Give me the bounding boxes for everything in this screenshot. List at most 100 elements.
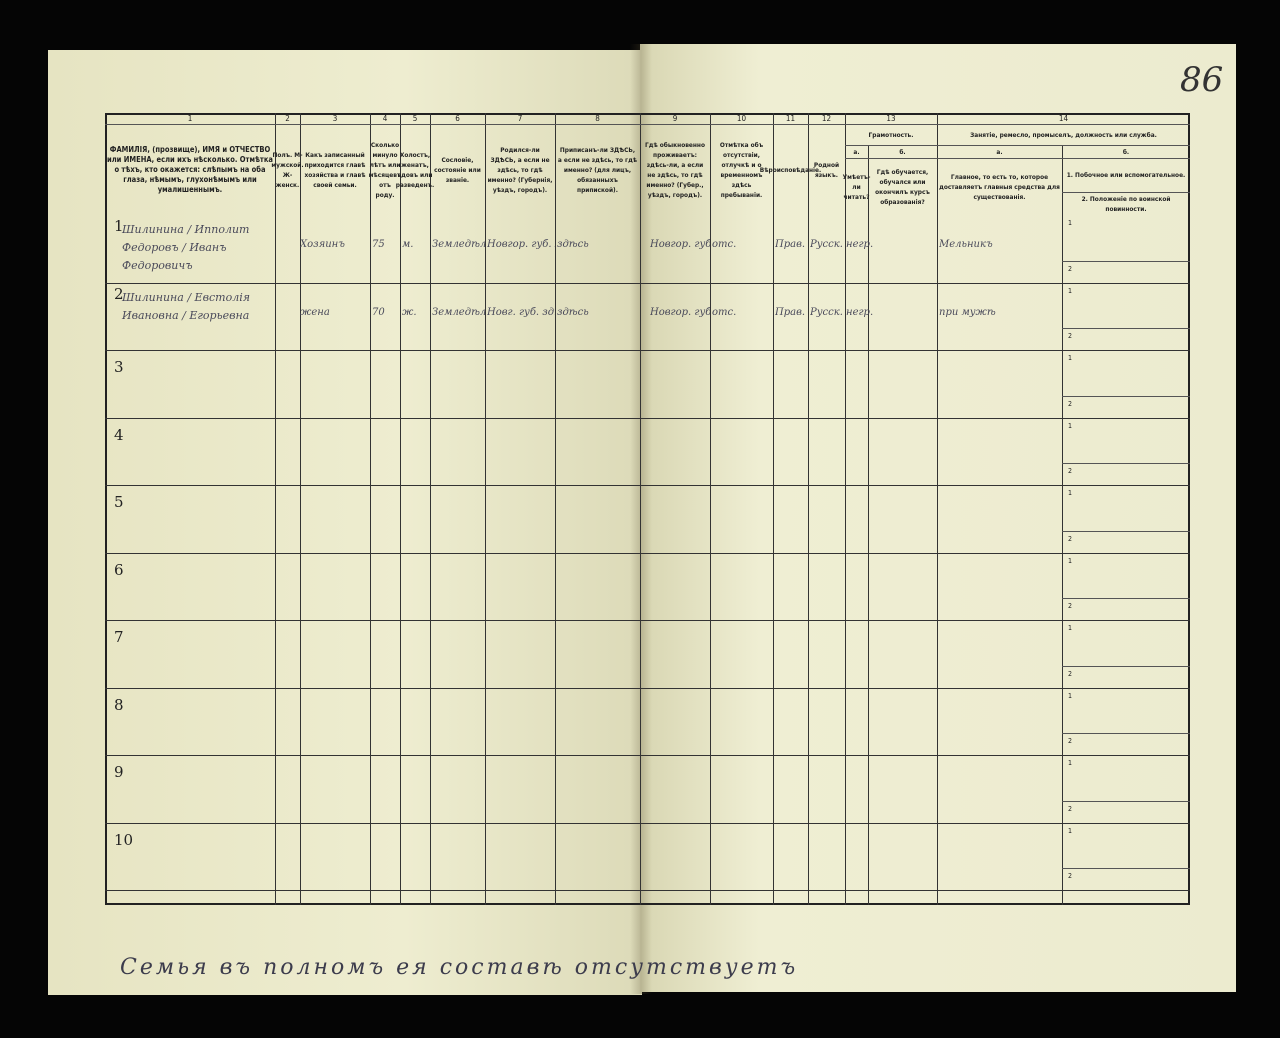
row-divider xyxy=(105,417,1190,419)
column-divider xyxy=(937,113,938,905)
subrow-label: 1 xyxy=(1068,556,1073,565)
column-number: 3 xyxy=(332,114,338,123)
column-divider xyxy=(868,145,869,905)
header-c6: Сословіе, состояніе или званіе. xyxy=(434,156,481,184)
subrow-label: 2 xyxy=(1068,467,1073,476)
subrow-divider xyxy=(1062,530,1190,532)
entry-absence: отс. xyxy=(712,306,737,318)
table-frame xyxy=(105,113,1190,905)
row-number: 10 xyxy=(114,830,134,849)
header-c5: Холостъ, женатъ, вдовъ или разведенъ. xyxy=(395,151,435,189)
header-c14a_label: а. xyxy=(996,147,1003,156)
subrow-label: 2 xyxy=(1068,399,1073,408)
entry-registered: здѣсь xyxy=(557,239,589,250)
subrow-label: 1 xyxy=(1068,489,1073,497)
entry-estate: Земледѣл. xyxy=(432,306,485,318)
subheader-divider xyxy=(845,145,1190,146)
header-c3: Какъ записанный приходится главѣ хозяйст… xyxy=(304,151,366,189)
entry-resides: Новгор. губ. Новорж. у. xyxy=(650,306,710,318)
subrow-label: 2 xyxy=(1068,264,1073,273)
header-c13: Грамотность. xyxy=(868,131,914,139)
subrow-divider xyxy=(1062,260,1190,262)
entry-born: Новгор. губ. Новорж. у. xyxy=(487,239,555,250)
entry-sex: ж. xyxy=(402,306,417,318)
header-c14: Занятіе, ремесло, промыселъ, должность и… xyxy=(970,131,1157,139)
header-c13a_label: а. xyxy=(853,147,860,156)
subrow-divider xyxy=(1062,395,1190,397)
subrow-label: 1 xyxy=(1068,286,1073,295)
column-number: 6 xyxy=(455,114,460,123)
header-c14a: Главное, то есть то, которое доставляетъ… xyxy=(939,172,1060,201)
subrow-label: 1 xyxy=(1068,691,1073,700)
header-c13b_label: б. xyxy=(899,147,906,156)
entry-age: 70 xyxy=(372,306,385,318)
subrow-label: 2 xyxy=(1068,737,1073,746)
subrow-label: 2 xyxy=(1068,669,1073,678)
entry-literacy: негр. xyxy=(846,306,874,318)
column-number: 9 xyxy=(672,114,678,123)
column-divider xyxy=(275,113,276,905)
column-number: 13 xyxy=(886,114,896,123)
entry-relation: Хозяинъ xyxy=(300,239,345,250)
column-divider xyxy=(400,113,401,905)
header-c11: Вѣроисповѣданіе. xyxy=(759,166,822,174)
subrow-label: 1 xyxy=(1068,354,1073,362)
row-number: 3 xyxy=(114,358,124,376)
footer-note: Семья въ полномъ ея составѣ отсутствуетъ xyxy=(120,955,799,980)
row-number: 2 xyxy=(114,284,124,303)
entry-religion: Прав. xyxy=(775,239,806,250)
row-number: 5 xyxy=(114,493,124,511)
subrow-label: 2 xyxy=(1068,804,1073,813)
subrow-label: 2 xyxy=(1068,602,1073,611)
column-divider xyxy=(370,113,371,905)
header-c14b1: 1. Побочное или вспомогательное. xyxy=(1066,171,1186,179)
column-number: 5 xyxy=(412,114,418,123)
header-c7: Родился-ли ЗДѢСЬ, а если не здѣсь, то гд… xyxy=(487,146,553,194)
column-divider xyxy=(640,113,641,905)
subrow-label: 2 xyxy=(1068,872,1073,881)
subrow-divider xyxy=(1062,598,1190,600)
header-c13a: Умѣетъ-ли читать? xyxy=(842,172,871,201)
right-page xyxy=(640,44,1236,992)
column-divider xyxy=(555,113,556,905)
entry-resides: Новгор. губ. Новорж. у. xyxy=(650,239,710,250)
entry-name: Шилинина / Евстолія Ивановна / Егорьевна xyxy=(122,290,251,322)
header-c9: Гдѣ обыкновенно проживаетъ: здѣсь-ли, а … xyxy=(645,141,705,199)
header-c13b: Гдѣ обучается, обучался или окончилъ кур… xyxy=(875,167,930,206)
entry-relation: жена xyxy=(300,306,330,318)
column-divider xyxy=(430,113,431,905)
subrow-divider xyxy=(1062,463,1190,465)
colnum-divider xyxy=(105,124,1190,125)
column-number: 12 xyxy=(821,114,832,123)
row-divider xyxy=(105,350,1190,351)
entry-registered: здѣсь xyxy=(557,306,589,318)
entry-age: 75 xyxy=(372,239,385,250)
subrow-divider xyxy=(1062,733,1190,735)
entry-absence: отс. xyxy=(712,239,737,250)
entry-sex: м. xyxy=(402,239,414,250)
header-c2: Полъ. М-мужской. Ж-женск. xyxy=(271,151,304,189)
header-c14b_label: б. xyxy=(1122,147,1130,156)
row-number: 1 xyxy=(114,217,124,235)
entry-language: Русск. xyxy=(810,306,843,318)
subheader-divider xyxy=(845,158,1190,159)
row-divider xyxy=(105,552,1190,554)
column-divider xyxy=(845,113,846,905)
subrow-label: 1 xyxy=(1068,826,1073,835)
row-divider xyxy=(105,620,1190,621)
column-divider xyxy=(808,113,809,905)
row-divider xyxy=(105,890,1190,891)
row-number: 8 xyxy=(114,695,124,714)
column-number: 10 xyxy=(736,114,747,123)
entry-estate: Земледѣл. xyxy=(432,239,485,250)
column-divider xyxy=(300,113,301,905)
entry-literacy: негр. xyxy=(846,239,874,250)
header-c12: Родной языкъ. xyxy=(813,161,840,179)
subrow-label: 1 xyxy=(1068,624,1073,632)
entry-born: Новг. губ. здѣсь xyxy=(487,306,555,318)
row-divider xyxy=(105,822,1190,824)
entry-language: Русск. xyxy=(810,239,843,250)
page-number: 86 xyxy=(1180,60,1224,100)
header-c1: ФАМИЛІЯ, (прозвище), ИМЯ и ОТЧЕСТВО или … xyxy=(107,145,273,194)
subrow-label: 2 xyxy=(1068,534,1073,543)
